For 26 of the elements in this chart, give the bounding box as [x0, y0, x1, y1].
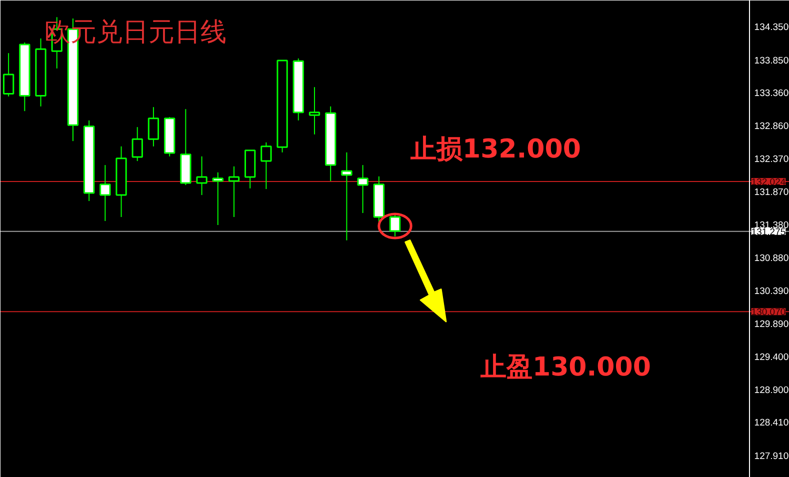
candlestick: [389, 214, 401, 237]
y-tick-label: 128.410: [754, 418, 789, 429]
candlestick: [341, 152, 352, 241]
annotation: 止损132.000: [410, 134, 581, 164]
y-tick-label: 133.850: [754, 55, 789, 66]
candlestick: [260, 142, 272, 190]
annotation: 止盈130.000: [480, 352, 651, 382]
y-tick-label: 131.870: [754, 187, 789, 198]
y-tick-label: 128.900: [754, 385, 789, 396]
candlestick: [308, 86, 320, 135]
y-tick-label: 130.880: [754, 253, 789, 264]
candlestick: [100, 164, 111, 222]
y-tick-label: 129.400: [754, 352, 789, 363]
y-tick-label: 132.860: [754, 121, 789, 132]
y-tick-label: 133.360: [754, 88, 789, 99]
y-tick-label: 134.350: [754, 22, 789, 33]
candlestick: [148, 106, 160, 147]
candlestick: [228, 166, 240, 218]
y-tick-label: 132.370: [754, 154, 789, 165]
candlestick: [132, 126, 143, 162]
candlestick: [212, 172, 224, 226]
y-tick-label: 127.910: [754, 451, 789, 462]
candlestick: [196, 156, 208, 196]
candlestick: [357, 164, 368, 214]
y-tick-label: 129.890: [754, 319, 789, 330]
y-tick-label: 130.390: [754, 286, 789, 297]
